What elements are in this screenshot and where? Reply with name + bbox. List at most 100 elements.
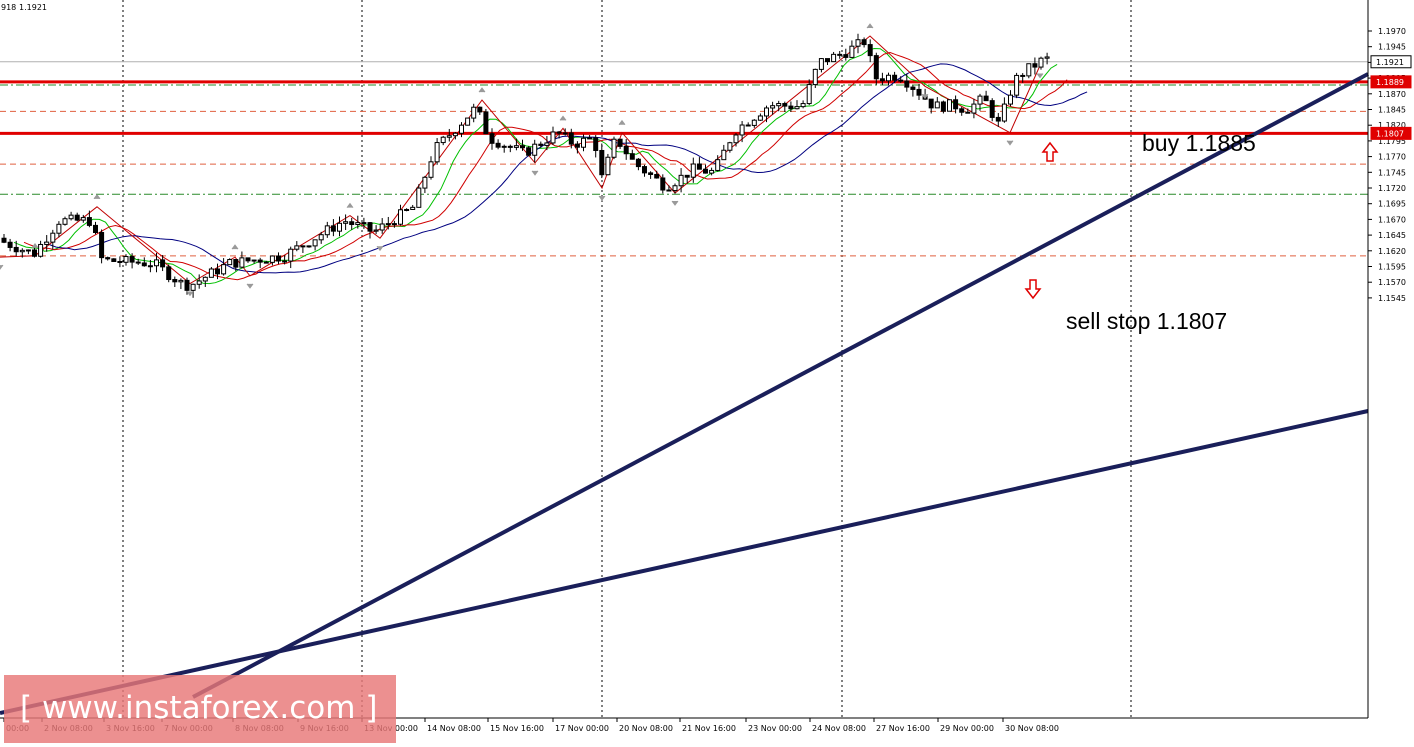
candle-up xyxy=(550,131,556,144)
candle-up xyxy=(269,255,275,263)
candle-up xyxy=(306,245,312,248)
candle-down xyxy=(184,279,190,291)
candle-up xyxy=(947,99,952,112)
candle-up xyxy=(379,223,385,231)
x-tick-label: 23 Nov 00:00 xyxy=(748,724,802,733)
candle-down xyxy=(263,261,269,264)
candle-down xyxy=(782,103,788,107)
candle-down xyxy=(825,58,830,63)
ma-mid-line xyxy=(23,51,1068,281)
y-tick-label: 1.1570 xyxy=(1378,278,1406,287)
candle-up xyxy=(385,223,391,226)
fractal-marker xyxy=(1036,73,1044,79)
candle-up xyxy=(404,208,410,211)
candle-down xyxy=(1032,63,1038,68)
y-tick-label: 1.1795 xyxy=(1378,137,1406,146)
y-tick-label: 1.1620 xyxy=(1378,247,1406,256)
watermark-box xyxy=(4,675,396,743)
candle-up xyxy=(38,243,44,257)
candle-up xyxy=(80,217,86,221)
candle-down xyxy=(13,246,19,253)
candle-up xyxy=(715,159,721,171)
candle-down xyxy=(391,223,397,226)
candle-up xyxy=(971,103,977,114)
trendline-upper xyxy=(192,72,1369,699)
candle-down xyxy=(593,137,599,151)
fractal-marker xyxy=(866,23,874,29)
candle-up xyxy=(459,124,464,134)
candle-up xyxy=(739,124,745,136)
fractal-marker xyxy=(671,200,679,206)
candle-down xyxy=(7,241,13,248)
y-tick-label: 1.1745 xyxy=(1378,168,1406,177)
candle-down xyxy=(257,259,263,263)
fractal-marker xyxy=(598,195,606,201)
candles xyxy=(1,33,1050,298)
candle-up xyxy=(977,95,983,105)
candle-down xyxy=(538,143,544,146)
candle-up xyxy=(831,53,837,63)
candle-up xyxy=(227,259,233,266)
candle-down xyxy=(361,222,367,225)
candle-up xyxy=(501,145,507,148)
zigzag-line xyxy=(0,35,1041,285)
candle-down xyxy=(660,177,666,191)
candle-up xyxy=(123,256,129,263)
candle-up xyxy=(581,137,586,148)
candle-down xyxy=(892,74,898,81)
candle-up xyxy=(62,218,68,225)
candle-down xyxy=(330,225,336,232)
candle-up xyxy=(672,185,678,192)
trendline-lower xyxy=(0,409,1369,715)
candle-down xyxy=(1,237,7,243)
candle-down xyxy=(166,266,172,281)
zigzag-indicator xyxy=(0,35,1041,285)
y-tick-label: 1.1595 xyxy=(1378,263,1406,272)
y-tick-label: 1.1670 xyxy=(1378,215,1406,224)
candle-down xyxy=(477,106,483,113)
candle-up xyxy=(68,214,74,220)
candle-down xyxy=(989,100,995,118)
candle-up xyxy=(1038,57,1044,68)
candle-up xyxy=(1001,103,1007,122)
candle-down xyxy=(940,101,946,112)
candle-down xyxy=(276,255,281,262)
candle-up xyxy=(544,142,550,146)
candle-up xyxy=(208,268,214,278)
buy-annotation: buy 1.1885 xyxy=(1142,130,1256,156)
candle-up xyxy=(818,58,824,70)
candle-up xyxy=(239,257,245,268)
horizontal-levels xyxy=(0,61,1368,257)
candle-down xyxy=(599,149,605,176)
price-tags: 1.1921 1.1889 1.1807 xyxy=(1370,55,1412,140)
candle-up xyxy=(794,106,800,110)
candle-up xyxy=(886,74,891,82)
candle-down xyxy=(904,80,910,88)
candle-up xyxy=(770,105,776,109)
candle-up xyxy=(312,239,318,247)
y-tick-label: 1.1820 xyxy=(1378,121,1406,130)
candle-down xyxy=(129,256,135,263)
candle-down xyxy=(574,143,580,148)
candle-up xyxy=(751,119,757,126)
candle-up xyxy=(440,136,446,144)
candle-down xyxy=(93,224,98,233)
buy-arrow-icon xyxy=(1041,141,1059,162)
candle-up xyxy=(251,259,257,262)
candle-down xyxy=(1020,74,1026,77)
candle-up xyxy=(294,245,300,250)
candle-down xyxy=(983,95,989,102)
candle-down xyxy=(245,257,251,262)
fractal-marker xyxy=(31,242,39,249)
fractal-markers xyxy=(0,23,1044,297)
x-tick-label: 15 Nov 16:00 xyxy=(490,724,544,733)
candle-up xyxy=(410,206,416,210)
y-tick-label: 1.1970 xyxy=(1378,27,1406,36)
candle-down xyxy=(629,153,635,160)
candle-down xyxy=(684,174,690,178)
y-tick-label: 1.1945 xyxy=(1378,43,1406,52)
candle-down xyxy=(928,98,934,109)
sell-level-tag-bg xyxy=(1370,126,1412,140)
candle-up xyxy=(812,68,818,86)
